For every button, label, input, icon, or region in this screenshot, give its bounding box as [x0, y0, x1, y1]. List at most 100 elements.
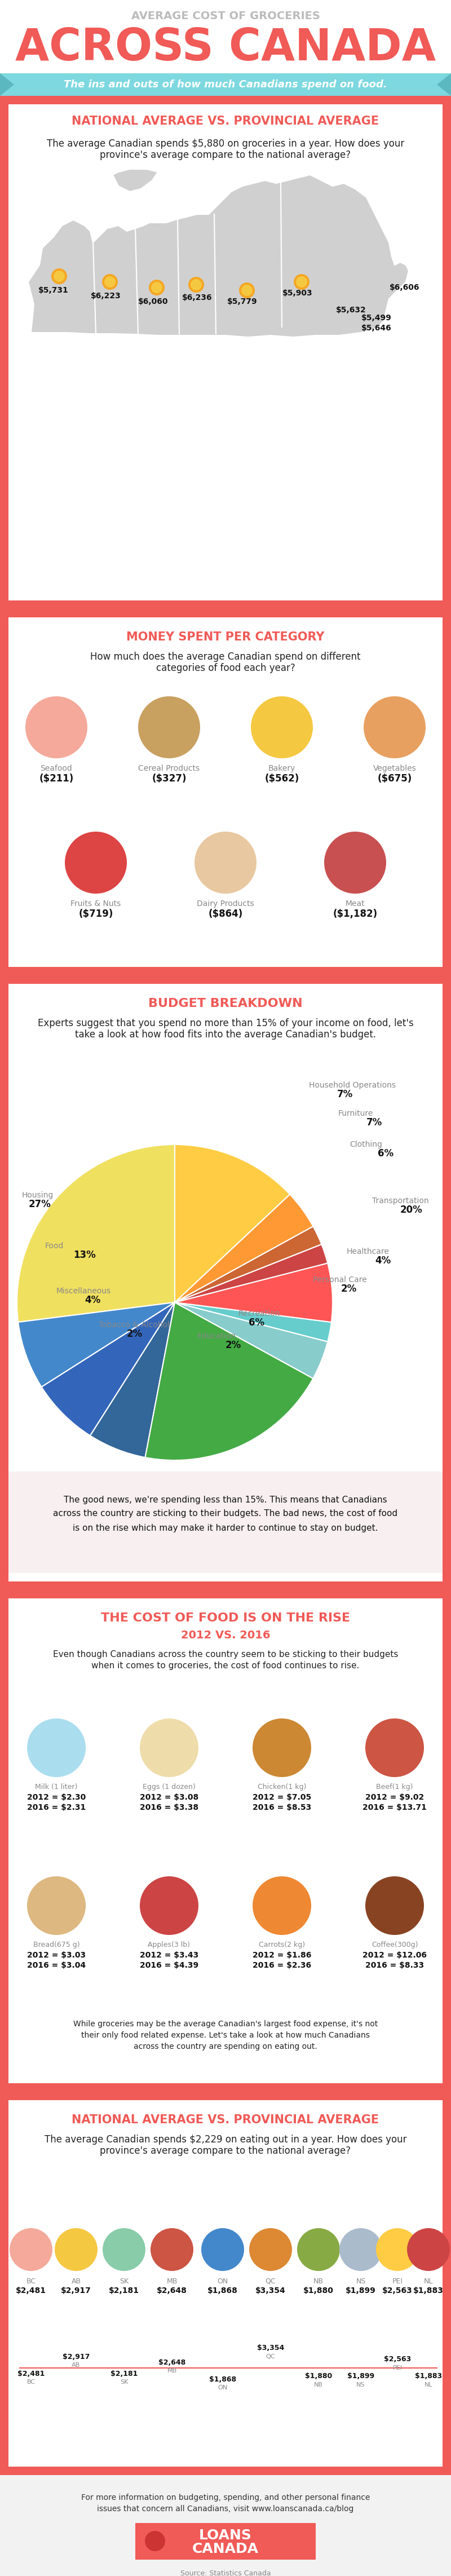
Circle shape [27, 1718, 86, 1777]
Wedge shape [145, 1303, 313, 1461]
Text: Source: Statistics Canada: Source: Statistics Canada [180, 2571, 271, 2576]
Circle shape [190, 278, 202, 291]
FancyBboxPatch shape [0, 72, 451, 95]
Circle shape [54, 270, 65, 281]
Text: ($864): ($864) [208, 909, 243, 920]
Text: $1,883: $1,883 [415, 2372, 442, 2380]
Text: ($562): ($562) [265, 773, 299, 783]
Text: $2,917: $2,917 [61, 2287, 91, 2295]
Text: 2016 = $2.36: 2016 = $2.36 [253, 1960, 311, 1968]
Text: 20%: 20% [400, 1206, 423, 1216]
FancyBboxPatch shape [9, 984, 442, 1582]
Wedge shape [175, 1195, 313, 1303]
Circle shape [253, 1875, 311, 1935]
Text: PEI: PEI [393, 2365, 402, 2370]
Text: $2,481: $2,481 [18, 2370, 45, 2378]
Text: across the country are spending on eating out.: across the country are spending on eatin… [133, 2043, 318, 2050]
Text: categories of food each year?: categories of food each year? [156, 662, 295, 672]
Text: Bakery: Bakery [268, 765, 295, 773]
Text: $5,632: $5,632 [336, 307, 366, 314]
Text: While groceries may be the average Canadian's largest food expense, it's not: While groceries may be the average Canad… [73, 2020, 378, 2027]
Wedge shape [175, 1303, 331, 1342]
Text: when it comes to groceries, the cost of food continues to rise.: when it comes to groceries, the cost of … [92, 1662, 359, 1669]
FancyBboxPatch shape [0, 608, 451, 976]
Text: 2016 = $8.33: 2016 = $8.33 [365, 1960, 424, 1968]
Text: ON: ON [218, 2385, 227, 2391]
Text: across the country are sticking to their budgets. The bad news, the cost of food: across the country are sticking to their… [53, 1510, 398, 1517]
Circle shape [51, 268, 67, 283]
Text: AB: AB [72, 2362, 80, 2367]
Text: CANADA: CANADA [192, 2543, 259, 2555]
Text: ($675): ($675) [377, 773, 412, 783]
Text: Healthcare: Healthcare [347, 1247, 390, 1255]
Wedge shape [90, 1303, 175, 1458]
Wedge shape [41, 1303, 175, 1435]
Text: 6%: 6% [249, 1316, 264, 1327]
Wedge shape [175, 1244, 328, 1303]
Circle shape [294, 273, 309, 289]
Text: 2016 = $3.38: 2016 = $3.38 [140, 1803, 198, 1811]
Text: Household Operations: Household Operations [309, 1082, 396, 1090]
Wedge shape [175, 1262, 332, 1321]
Text: SK: SK [120, 2277, 129, 2285]
Text: province's average compare to the national average?: province's average compare to the nation… [100, 149, 351, 160]
FancyBboxPatch shape [0, 2092, 451, 2476]
Text: Recreation: Recreation [239, 1309, 280, 1316]
Text: 2012 VS. 2016: 2012 VS. 2016 [181, 1631, 270, 1641]
Text: 2016 = $3.04: 2016 = $3.04 [27, 1960, 86, 1968]
FancyBboxPatch shape [9, 618, 442, 966]
Text: 2012 = $3.08: 2012 = $3.08 [140, 1793, 198, 1801]
Text: $5,903: $5,903 [282, 289, 313, 296]
Text: Coffee(300g): Coffee(300g) [371, 1942, 418, 1950]
Circle shape [251, 696, 313, 757]
Text: Education: Education [198, 1332, 236, 1340]
Text: $2,181: $2,181 [109, 2287, 139, 2295]
Text: How much does the average Canadian spend on different: How much does the average Canadian spend… [90, 652, 361, 662]
Text: ($327): ($327) [152, 773, 186, 783]
Text: $5,499: $5,499 [361, 314, 392, 322]
Circle shape [27, 1875, 86, 1935]
Text: 2016 = $4.39: 2016 = $4.39 [140, 1960, 198, 1968]
Text: Dairy Products: Dairy Products [197, 899, 254, 907]
Circle shape [149, 281, 165, 296]
Circle shape [151, 281, 162, 294]
Text: 7%: 7% [337, 1090, 353, 1100]
Wedge shape [18, 1303, 175, 1386]
Text: ($719): ($719) [78, 909, 113, 920]
Text: $1,880: $1,880 [304, 2287, 334, 2295]
Text: Beef(1 kg): Beef(1 kg) [376, 1783, 413, 1790]
Text: 2%: 2% [127, 1329, 143, 1340]
FancyBboxPatch shape [0, 2476, 451, 2576]
FancyBboxPatch shape [0, 976, 451, 1589]
Text: Seafood: Seafood [41, 765, 72, 773]
Text: Cereal Products: Cereal Products [138, 765, 200, 773]
Circle shape [194, 832, 257, 894]
Wedge shape [17, 1144, 175, 1321]
Circle shape [189, 276, 204, 294]
Text: issues that concern all Canadians, visit www.loanscanada.ca/blog: issues that concern all Canadians, visit… [97, 2504, 354, 2512]
Text: $2,481: $2,481 [16, 2287, 46, 2295]
Text: $1,868: $1,868 [207, 2287, 238, 2295]
Text: Furniture: Furniture [338, 1110, 373, 1118]
Text: 2012 = $3.03: 2012 = $3.03 [27, 1950, 86, 1960]
Circle shape [140, 1718, 198, 1777]
Text: 7%: 7% [366, 1118, 382, 1128]
FancyBboxPatch shape [9, 2099, 442, 2468]
Polygon shape [113, 170, 158, 191]
Text: 13%: 13% [73, 1249, 96, 1260]
Text: The average Canadian spends $5,880 on groceries in a year. How does your: The average Canadian spends $5,880 on gr… [47, 139, 404, 149]
Wedge shape [175, 1226, 322, 1303]
Text: ($1,182): ($1,182) [333, 909, 377, 920]
Text: Meat: Meat [345, 899, 365, 907]
Circle shape [145, 2530, 165, 2550]
Circle shape [239, 283, 255, 299]
Circle shape [138, 696, 200, 757]
Text: $1,899: $1,899 [345, 2287, 376, 2295]
Circle shape [151, 2228, 193, 2272]
Wedge shape [175, 1144, 290, 1303]
Text: $2,563: $2,563 [382, 2287, 413, 2295]
Circle shape [296, 276, 307, 289]
Text: is on the rise which may make it harder to continue to stay on budget.: is on the rise which may make it harder … [73, 1522, 378, 1533]
Text: NATIONAL AVERAGE VS. PROVINCIAL AVERAGE: NATIONAL AVERAGE VS. PROVINCIAL AVERAGE [72, 2115, 379, 2125]
Circle shape [241, 286, 253, 296]
